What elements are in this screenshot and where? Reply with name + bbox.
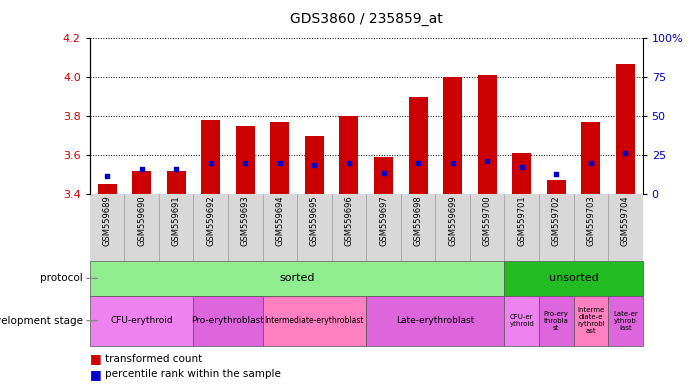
Bar bbox=[236, 126, 255, 194]
Point bbox=[343, 160, 354, 166]
Bar bbox=[616, 64, 635, 194]
Text: GSM559691: GSM559691 bbox=[171, 195, 181, 246]
Point bbox=[516, 164, 527, 170]
Point bbox=[551, 171, 562, 177]
Text: ■: ■ bbox=[90, 368, 102, 381]
Bar bbox=[263, 296, 366, 346]
Text: unsorted: unsorted bbox=[549, 273, 598, 283]
Text: development stage: development stage bbox=[0, 316, 83, 326]
Text: Late-er
ythrob
last: Late-er ythrob last bbox=[613, 311, 638, 331]
Point bbox=[240, 160, 251, 166]
Point bbox=[620, 150, 631, 156]
Bar bbox=[201, 120, 220, 194]
Point bbox=[309, 162, 320, 168]
Bar bbox=[574, 296, 608, 346]
Bar bbox=[305, 136, 324, 194]
Text: GSM559704: GSM559704 bbox=[621, 195, 630, 246]
Text: Intermediate-erythroblast: Intermediate-erythroblast bbox=[265, 316, 364, 325]
Bar bbox=[608, 296, 643, 346]
Bar bbox=[132, 170, 151, 194]
Text: sorted: sorted bbox=[279, 273, 315, 283]
Bar bbox=[408, 97, 428, 194]
Bar bbox=[504, 296, 539, 346]
Point bbox=[585, 160, 596, 166]
Point bbox=[136, 166, 147, 172]
Text: GSM559696: GSM559696 bbox=[344, 195, 354, 246]
Bar bbox=[374, 157, 393, 194]
Point bbox=[171, 166, 182, 172]
Text: Interme
diate-e
rythrobl
ast: Interme diate-e rythrobl ast bbox=[577, 307, 605, 334]
Bar bbox=[512, 153, 531, 194]
Text: GSM559698: GSM559698 bbox=[413, 195, 423, 246]
Text: GSM559697: GSM559697 bbox=[379, 195, 388, 246]
Text: GSM559689: GSM559689 bbox=[102, 195, 112, 246]
Point bbox=[413, 160, 424, 166]
Point bbox=[378, 169, 389, 175]
Bar bbox=[270, 122, 290, 194]
Bar bbox=[547, 180, 566, 194]
Text: GSM559692: GSM559692 bbox=[206, 195, 216, 246]
Point bbox=[447, 160, 458, 166]
Point bbox=[102, 173, 113, 179]
Bar bbox=[97, 184, 117, 194]
Bar bbox=[167, 170, 186, 194]
Bar bbox=[339, 116, 359, 194]
Text: GSM559690: GSM559690 bbox=[137, 195, 146, 246]
Point bbox=[274, 160, 285, 166]
Text: protocol: protocol bbox=[40, 273, 83, 283]
Bar bbox=[90, 296, 193, 346]
Text: Late-erythroblast: Late-erythroblast bbox=[396, 316, 475, 325]
Bar bbox=[504, 261, 643, 296]
Text: GSM559703: GSM559703 bbox=[586, 195, 596, 246]
Point bbox=[482, 158, 493, 164]
Text: Pro-ery
throbla
st: Pro-ery throbla st bbox=[544, 311, 569, 331]
Text: GSM559702: GSM559702 bbox=[551, 195, 561, 246]
Text: Pro-erythroblast: Pro-erythroblast bbox=[191, 316, 265, 325]
Text: transformed count: transformed count bbox=[105, 354, 202, 364]
Text: GSM559695: GSM559695 bbox=[310, 195, 319, 246]
Text: CFU-erythroid: CFU-erythroid bbox=[111, 316, 173, 325]
Bar bbox=[539, 296, 574, 346]
Text: GSM559693: GSM559693 bbox=[240, 195, 250, 246]
Text: ■: ■ bbox=[90, 353, 102, 366]
Text: GSM559699: GSM559699 bbox=[448, 195, 457, 246]
Text: percentile rank within the sample: percentile rank within the sample bbox=[105, 369, 281, 379]
Point bbox=[205, 160, 216, 166]
Text: GSM559701: GSM559701 bbox=[517, 195, 527, 246]
Text: GSM559700: GSM559700 bbox=[482, 195, 492, 246]
Bar bbox=[581, 122, 600, 194]
Text: GSM559694: GSM559694 bbox=[275, 195, 285, 246]
Text: CFU-er
ythroid: CFU-er ythroid bbox=[509, 314, 534, 327]
Bar bbox=[193, 296, 263, 346]
Text: GDS3860 / 235859_at: GDS3860 / 235859_at bbox=[290, 12, 443, 26]
Bar bbox=[366, 296, 504, 346]
Bar bbox=[90, 261, 504, 296]
Bar bbox=[477, 75, 497, 194]
Bar bbox=[443, 77, 462, 194]
